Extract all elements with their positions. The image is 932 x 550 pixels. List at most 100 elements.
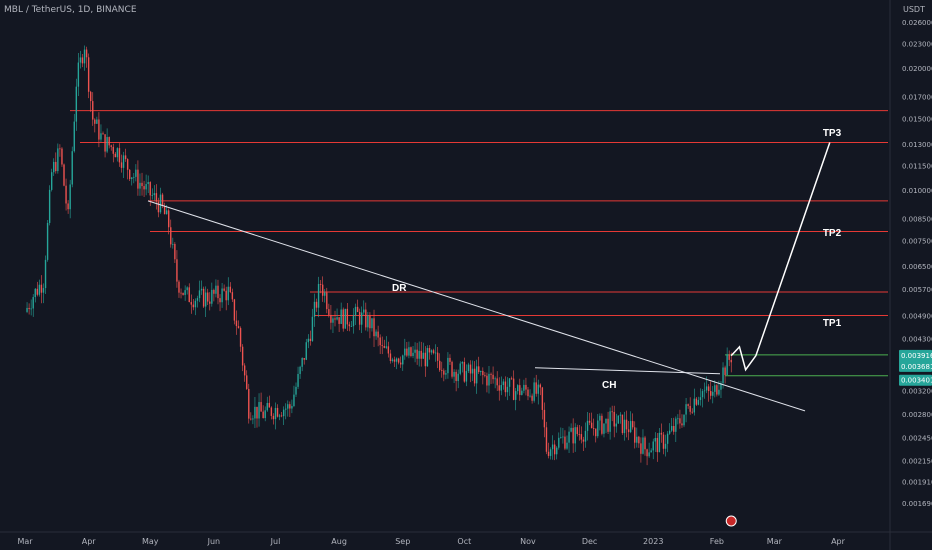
target-label: TP3 [823,128,842,139]
candle-body [301,358,302,367]
x-tick-label: Apr [831,537,846,546]
candle-body [476,366,477,383]
candle-body [439,361,440,370]
candle-body [382,345,383,346]
candle-body [480,371,481,372]
candle-body [589,421,590,423]
candle-body [320,284,321,285]
candle-body [722,367,723,383]
candle-body [384,346,385,348]
candle-body [548,452,549,456]
downtrend-label: DR [392,283,407,294]
candle-body [564,437,565,449]
candle-body [65,186,66,204]
y-tick-label: 0.010000 [902,187,932,195]
x-tick-label: Jul [270,537,281,546]
candle-body [92,101,93,119]
candle-body [345,309,346,329]
candle-body [94,120,95,124]
x-tick-label: Mar [17,537,33,546]
candle-body [186,287,187,290]
candle-body [579,434,580,435]
candle-body [195,301,196,307]
candle-body [421,351,422,359]
candle-body [51,172,52,190]
candle-body [213,290,214,294]
candle-body [388,346,389,353]
candle-body [285,409,286,410]
candle-body [240,328,241,347]
candle-body [603,423,604,433]
candle-body [572,428,573,444]
y-tick-label: 0.002150 [902,457,932,465]
candle-body [542,387,543,409]
candle-body [82,57,83,63]
candle-body [416,350,417,359]
candle-body [143,186,144,189]
candle-body [215,286,216,294]
candle-body [400,363,401,365]
candle-body [447,358,448,373]
candle-body [433,350,434,353]
candle-body [293,395,294,406]
candle-body [386,346,387,348]
candle-body [406,349,407,356]
candle-body [673,426,674,432]
candle-body [418,351,419,359]
candle-body [628,429,629,432]
candle-body [390,354,391,361]
candle-body [595,429,596,437]
candle-body [351,326,352,327]
candle-body [176,259,177,281]
y-tick-label: 0.026000 [902,19,932,27]
candle-body [201,289,202,291]
candle-body [129,170,130,179]
candle-body [45,260,46,288]
candle-body [336,317,337,319]
candle-body [435,353,436,354]
candle-body [182,293,183,295]
candle-body [219,298,220,302]
candle-body [119,148,120,162]
candle-body [316,302,317,308]
candle-body [671,426,672,431]
candle-body [238,326,239,328]
candle-body [669,431,670,434]
candle-body [644,437,645,449]
candle-body [30,308,31,309]
candle-body [630,421,631,432]
x-tick-label: Jun [207,537,221,546]
target-label: TP1 [823,318,842,329]
candle-body [689,406,690,412]
x-tick-label: Aug [331,537,347,546]
candle-body [486,376,487,386]
x-tick-label: Mar [767,537,783,546]
candle-body [162,195,163,206]
y-tick-label: 0.023000 [902,40,932,48]
candle-body [533,382,534,400]
candle-body [262,412,263,418]
candle-body [340,309,341,324]
candle-body [26,308,27,312]
candle-body [427,348,428,366]
candle-body [164,206,165,214]
candle-body [35,289,36,297]
candle-body [191,302,192,305]
candle-body [449,358,450,362]
candle-body [605,419,606,424]
candle-body [683,415,684,426]
candle-body [408,347,409,355]
candle-body [414,350,415,353]
candle-body [634,427,635,442]
candle-body [648,452,649,456]
candle-body [659,433,660,452]
candle-body [492,375,493,379]
candle-body [371,318,372,328]
y-tick-label: 0.006500 [902,263,932,271]
candle-body [232,292,233,299]
candle-body [166,210,167,214]
candle-body [607,419,608,432]
